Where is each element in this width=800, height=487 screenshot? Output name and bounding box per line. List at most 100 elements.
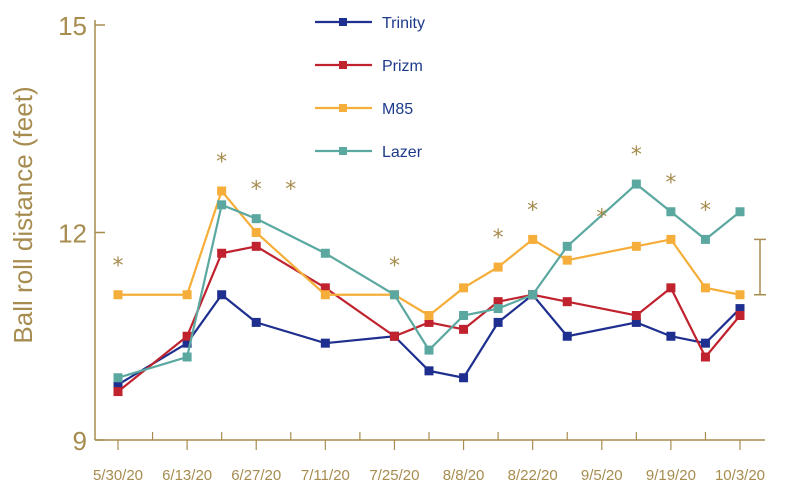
significance-star: * — [527, 198, 538, 223]
x-tick-label: 6/27/20 — [231, 467, 281, 484]
legend-entry-prizm: Prizm — [315, 58, 423, 75]
data-point — [493, 262, 503, 272]
data-point — [666, 331, 676, 341]
series-layer — [113, 179, 745, 397]
data-point — [389, 331, 399, 341]
data-point — [459, 283, 469, 293]
data-point — [217, 186, 227, 196]
error-bar — [754, 238, 766, 296]
legend-label: Prizm — [382, 58, 423, 75]
x-tick-label: 10/3/20 — [715, 467, 765, 484]
data-point — [217, 248, 227, 258]
series-m85 — [113, 186, 745, 320]
significance-markers: * * * * * * * * * * * — [113, 143, 711, 279]
significance-star: * — [493, 226, 504, 251]
significance-star: * — [596, 205, 607, 230]
data-point — [182, 338, 192, 348]
data-point — [424, 345, 434, 355]
series-trinity — [113, 290, 745, 390]
x-tick-label: 9/5/20 — [581, 467, 623, 484]
data-point — [113, 290, 123, 300]
x-tick-label: 8/8/20 — [443, 467, 485, 484]
data-point — [182, 290, 192, 300]
data-point — [562, 331, 572, 341]
data-point — [320, 338, 330, 348]
data-point — [459, 324, 469, 334]
data-point — [424, 317, 434, 327]
legend-marker — [339, 61, 347, 69]
data-point — [666, 207, 676, 217]
x-tick-label: 7/25/20 — [369, 467, 419, 484]
data-point — [700, 234, 710, 244]
data-point — [251, 317, 261, 327]
data-point — [182, 352, 192, 362]
data-point — [182, 331, 192, 341]
x-tick-label: 6/13/20 — [162, 467, 212, 484]
data-point — [424, 311, 434, 320]
data-point — [631, 241, 641, 251]
legend-entry-m85: M85 — [315, 101, 413, 118]
y-tick-label: 9 — [73, 426, 87, 456]
significance-star: * — [113, 254, 124, 279]
data-point — [320, 248, 330, 258]
data-point — [735, 290, 745, 300]
legend-marker — [339, 18, 347, 26]
data-point — [459, 373, 469, 383]
data-point — [700, 352, 710, 362]
data-point — [562, 241, 572, 251]
data-point — [631, 179, 641, 189]
significance-star: * — [251, 178, 262, 203]
significance-star: * — [665, 171, 676, 196]
y-axis-label: Ball roll distance (feet) — [8, 86, 38, 343]
data-point — [251, 241, 261, 251]
data-point — [113, 387, 123, 397]
x-tick-label: 5/30/20 — [93, 467, 143, 484]
data-point — [700, 338, 710, 348]
data-point — [217, 290, 227, 300]
data-point — [528, 234, 538, 244]
data-point — [562, 255, 572, 265]
data-point — [493, 297, 503, 307]
legend-marker — [339, 147, 347, 155]
legend-label: Trinity — [382, 15, 425, 32]
data-point — [113, 373, 123, 383]
legend-entry-lazer: Lazer — [315, 144, 423, 161]
legend-label: M85 — [382, 101, 413, 118]
legend-entry-trinity: Trinity — [315, 15, 425, 32]
significance-star: * — [285, 178, 296, 203]
significance-star: * — [631, 143, 642, 168]
data-point — [251, 214, 261, 224]
data-point — [666, 234, 676, 244]
series-lazer — [113, 179, 745, 383]
data-point — [666, 283, 676, 293]
x-tick-label: 7/11/20 — [301, 467, 350, 484]
data-point — [562, 297, 572, 307]
data-point — [493, 304, 503, 314]
x-tick-label: 9/19/20 — [646, 467, 696, 484]
legend-label: Lazer — [382, 144, 423, 161]
data-point — [700, 283, 710, 293]
y-tick-label: 15 — [58, 11, 87, 41]
data-point — [631, 317, 641, 327]
data-point — [735, 311, 745, 320]
legend: Trinity Prizm M85 Lazer — [315, 15, 425, 161]
legend-marker — [339, 104, 347, 112]
data-point — [493, 317, 503, 327]
data-point — [389, 290, 399, 300]
significance-star: * — [700, 198, 711, 223]
data-point — [459, 311, 469, 320]
data-point — [113, 380, 123, 390]
data-point — [217, 200, 227, 210]
data-point — [320, 290, 330, 300]
data-point — [735, 207, 745, 217]
significance-star: * — [216, 150, 227, 175]
data-point — [424, 366, 434, 376]
data-point — [528, 290, 538, 300]
data-point — [631, 311, 641, 320]
axes: 9 12 15 5/30/20 6/13/20 6/27/20 7/11/20 7/25/20… — [58, 11, 766, 484]
data-point — [320, 283, 330, 293]
x-tick-label: 8/22/20 — [508, 467, 558, 484]
y-tick-label: 12 — [58, 219, 87, 249]
data-point — [735, 304, 745, 314]
